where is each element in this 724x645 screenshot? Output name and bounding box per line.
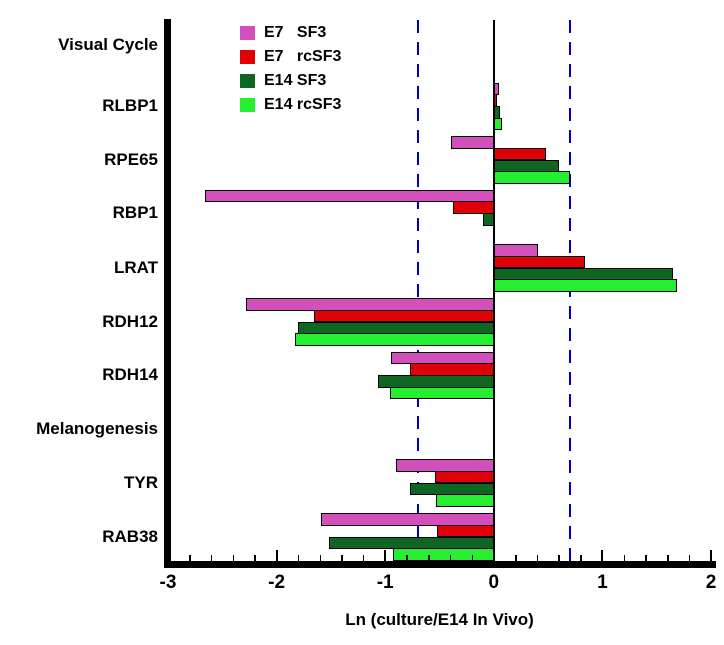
- bar-rlbp1-e14-rcsf3: [493, 117, 503, 131]
- x-tick-label: 0: [488, 572, 500, 593]
- x-tick-label: -2: [268, 572, 286, 593]
- bar-rab38-e7-sf3: [321, 513, 494, 526]
- x-tick-label: 1: [597, 572, 608, 593]
- bar-rdh12-e14-rcsf3: [295, 333, 494, 346]
- bar-rbp1-e7-rcsf3: [452, 201, 494, 214]
- x-minor-tick: [515, 555, 517, 561]
- category-label-rdh12: RDH12: [102, 311, 158, 331]
- x-tick: [601, 550, 604, 561]
- x-minor-tick: [645, 555, 647, 561]
- legend-label: E14 SF3: [264, 72, 327, 89]
- x-minor-tick: [232, 555, 235, 561]
- x-minor-tick: [406, 555, 408, 561]
- section-label-melanogenesis: Melanogenesis: [36, 418, 158, 438]
- x-minor-tick: [428, 555, 430, 561]
- x-axis-title: Ln (culture/E14 In Vivo): [345, 610, 534, 629]
- legend-swatch-e7-sf3: [240, 26, 255, 40]
- section-label-visual-cycle: Visual Cycle: [58, 35, 158, 54]
- legend-swatch-e14-rcsf3: [240, 98, 255, 112]
- legend-swatch-e7-rcsf3: [240, 50, 255, 64]
- legend-item-e7-rcsf3: E7 rcSF3: [240, 45, 341, 69]
- category-label-tyr: TYR: [124, 472, 158, 492]
- legend-label: E7 SF3: [264, 24, 327, 41]
- x-tick: [275, 550, 278, 561]
- x-minor-tick: [297, 555, 300, 561]
- x-minor-tick: [623, 555, 626, 561]
- x-tick-label: -1: [376, 572, 394, 593]
- legend: E7 SF3 E7 rcSF3 E14 SF3 E14 rcSF3: [240, 21, 341, 117]
- x-tick: [492, 550, 495, 561]
- x-tick: [167, 550, 169, 561]
- x-minor-tick: [254, 555, 256, 561]
- reference-line: [416, 20, 419, 561]
- x-minor-tick: [471, 555, 474, 561]
- x-minor-tick: [688, 555, 691, 561]
- x-minor-tick: [189, 555, 191, 561]
- bar-rpe65-e14-rcsf3: [493, 171, 570, 184]
- x-minor-tick: [667, 555, 669, 561]
- x-tick: [710, 550, 712, 561]
- x-axis-spine: [164, 561, 716, 568]
- category-label-rab38: RAB38: [102, 526, 158, 546]
- bar-rbp1-e7-sf3: [204, 189, 494, 203]
- legend-item-e14-sf3: E14 SF3: [240, 69, 341, 93]
- x-minor-tick: [536, 555, 539, 561]
- category-label-rdh14: RDH14: [102, 365, 158, 384]
- y-axis-spine: [164, 19, 171, 568]
- bar-rpe65-e7-sf3: [451, 136, 494, 149]
- x-minor-tick: [449, 555, 452, 561]
- x-minor-tick: [210, 555, 213, 561]
- legend-swatch-e14-sf3: [240, 74, 255, 88]
- x-tick: [384, 550, 387, 561]
- bar-lrat-e14-rcsf3: [493, 279, 678, 292]
- category-label-lrat: LRAT: [113, 257, 158, 277]
- category-label-rlbp1: RLBP1: [102, 96, 158, 115]
- x-minor-tick: [319, 555, 322, 561]
- bar-tyr-e14-rcsf3: [436, 494, 494, 507]
- legend-item-e14-rcsf3: E14 rcSF3: [240, 93, 341, 117]
- category-label-rbp1: RBP1: [112, 203, 158, 222]
- x-tick-label: 2: [705, 572, 717, 593]
- x-minor-tick: [362, 555, 365, 561]
- bar-rbp1-e14-sf3: [482, 213, 494, 226]
- legend-label: E14 rcSF3: [264, 96, 342, 113]
- legend-label: E7 rcSF3: [264, 48, 342, 65]
- legend-item-e7-sf3: E7 SF3: [240, 21, 341, 45]
- bar-rab38-e14-rcsf3: [392, 548, 494, 561]
- bar-rdh14-e14-rcsf3: [389, 386, 494, 400]
- x-tick-label: -3: [159, 572, 177, 593]
- x-minor-tick: [341, 555, 343, 561]
- x-minor-tick: [558, 555, 560, 561]
- x-minor-tick: [580, 555, 582, 561]
- category-label-rpe65: RPE65: [104, 149, 158, 169]
